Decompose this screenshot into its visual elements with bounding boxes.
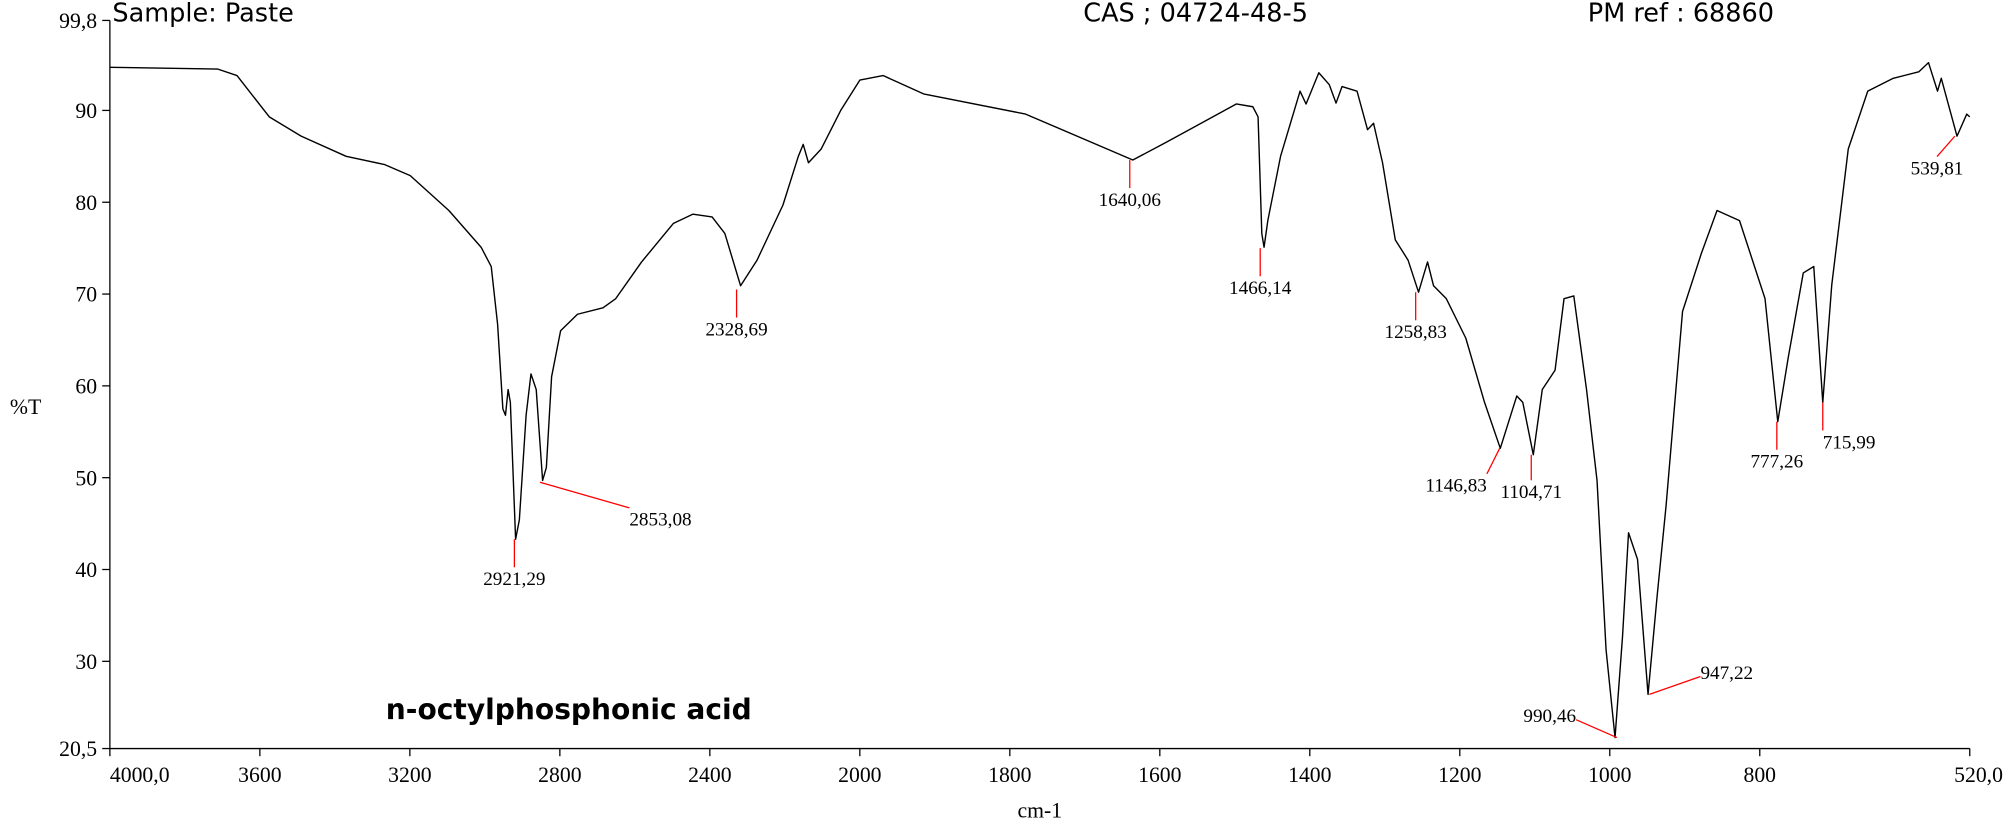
x-tick-label: 1600 xyxy=(1138,763,1182,787)
y-tick-label: 40 xyxy=(75,558,97,582)
peak-label: 1466,14 xyxy=(1229,278,1292,299)
peak-leader xyxy=(1486,448,1501,475)
peak-label: 1258,83 xyxy=(1385,322,1447,343)
x-tick-label: 1200 xyxy=(1438,763,1482,787)
x-tick-label: 2400 xyxy=(688,763,732,787)
y-tick-label: 80 xyxy=(75,191,97,215)
x-tick-label: 800 xyxy=(1743,763,1776,787)
peak-label: 947,22 xyxy=(1700,663,1753,684)
y-tick-label: 70 xyxy=(75,283,97,307)
peak-leader xyxy=(539,481,630,509)
peak-leader xyxy=(1575,719,1618,739)
peak-label: 2853,08 xyxy=(629,510,691,531)
peak-label: 2328,69 xyxy=(705,319,767,340)
x-tick-label: 520,0 xyxy=(1954,763,2003,787)
y-tick-label: 60 xyxy=(75,375,97,399)
x-tick-label: 1800 xyxy=(988,763,1032,787)
peak-leader xyxy=(1936,135,1956,157)
compound-name: n-octylphosphonic acid xyxy=(386,693,752,726)
x-tick-label: 3200 xyxy=(388,763,432,787)
spectrum-line xyxy=(109,61,1971,739)
x-tick-label: 2000 xyxy=(838,763,882,787)
y-tick-label: 30 xyxy=(75,650,97,674)
x-tick-label: 1400 xyxy=(1288,763,1332,787)
peak-label: 2921,29 xyxy=(483,569,545,590)
x-tick-label: 3600 xyxy=(238,763,282,787)
x-axis-label: cm-1 xyxy=(1018,799,1063,822)
y-tick-label: 99,8 xyxy=(59,9,97,33)
sample-label: Sample: Paste xyxy=(112,0,293,29)
peak-label: 1640,06 xyxy=(1099,190,1161,211)
peak-label: 715,99 xyxy=(1823,432,1876,453)
peak-leader xyxy=(1649,675,1701,695)
x-tick-label: 1000 xyxy=(1588,763,1632,787)
y-tick-label: 90 xyxy=(75,99,97,123)
peak-label: 777,26 xyxy=(1750,452,1803,473)
y-tick-label: 50 xyxy=(75,466,97,490)
peak-label: 539,81 xyxy=(1911,158,1964,179)
x-tick-label: 2800 xyxy=(538,763,582,787)
y-tick-label: 20,5 xyxy=(59,737,97,761)
pm-ref-label: PM ref : 68860 xyxy=(1588,0,1774,29)
peak-label: 1104,71 xyxy=(1500,482,1562,503)
cas-label: CAS ; 04724-48-5 xyxy=(1083,0,1308,29)
x-tick-label: 4000,0 xyxy=(110,763,170,787)
y-axis-label: %T xyxy=(10,395,41,419)
peak-label: 990,46 xyxy=(1523,706,1576,727)
peak-label: 1146,83 xyxy=(1425,476,1487,497)
